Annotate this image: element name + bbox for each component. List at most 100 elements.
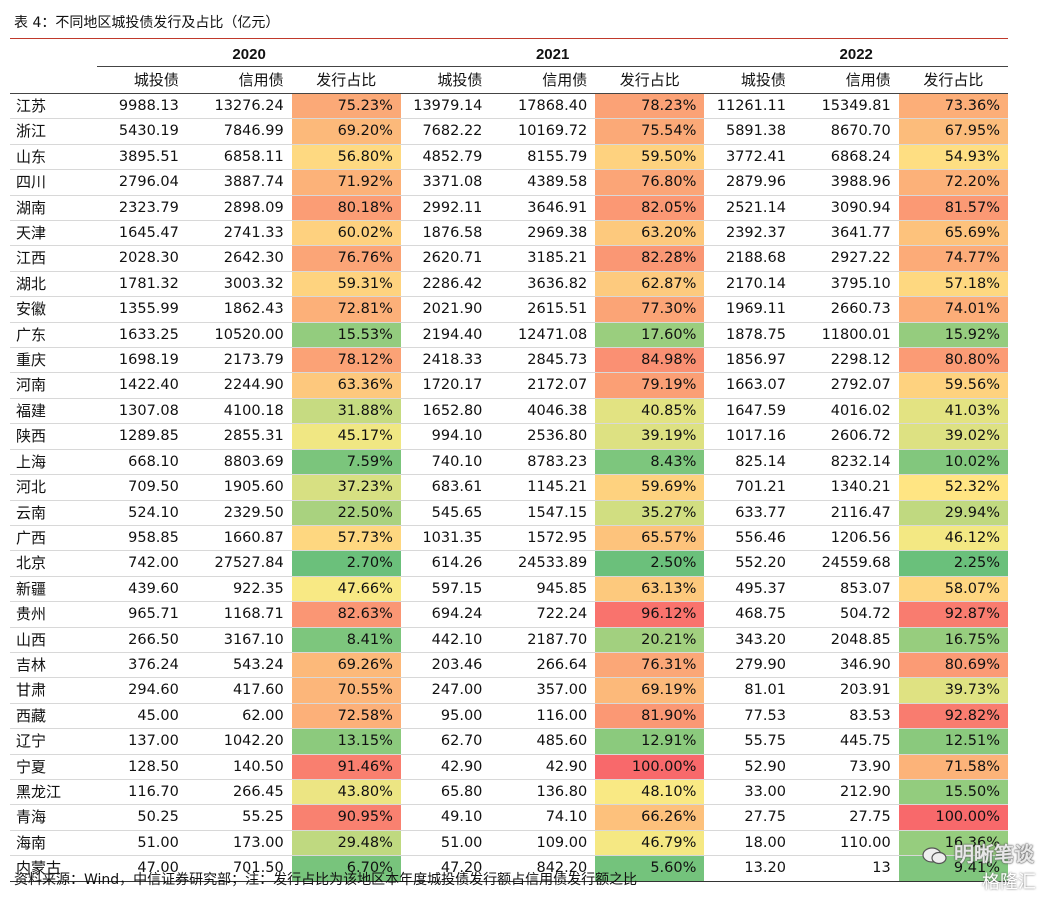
ratio-cell: 76.80%: [595, 169, 705, 196]
chengtou-cell: 2879.96: [725, 174, 786, 191]
chengtou-cell: 7682.22: [422, 123, 483, 140]
credit-cell: 110.00: [840, 834, 891, 851]
table-row: 新疆 439.60 922.35 47.66% 597.15 945.85 63.13% 49…: [10, 576, 1008, 602]
credit-cell: 8232.14: [830, 453, 891, 470]
credit-cell: 4100.18: [223, 402, 284, 419]
credit-cell: 116.00: [536, 707, 588, 724]
credit-cell: 24559.68: [821, 555, 891, 572]
column-header-row: 城投债 信用债 发行占比 城投债 信用债 发行占比 城投债 信用债 发行占比: [10, 66, 1008, 94]
ratio-cell: 16.36%: [898, 830, 1008, 856]
ratio-cell: 78.23%: [595, 93, 705, 119]
table-row: 上海 668.10 8803.69 7.59% 740.10 8783.23 8.43% 82…: [10, 449, 1008, 475]
province-cell: 广东: [16, 325, 47, 344]
province-cell: 海南: [16, 833, 47, 852]
ratio-cell: 77.30%: [595, 296, 705, 323]
ratio-cell: 59.50%: [595, 144, 705, 170]
chengtou-cell: 614.26: [431, 555, 483, 572]
chengtou-cell: 2620.71: [422, 250, 483, 267]
credit-cell: 3185.21: [527, 250, 588, 267]
chengtou-cell: 694.24: [431, 606, 483, 623]
credit-cell: 2536.80: [527, 428, 588, 445]
credit-cell: 2660.73: [830, 301, 891, 318]
table-row: 浙江 5430.19 7846.99 69.20% 7682.22 10169.72 75.…: [10, 118, 1008, 145]
credit-cell: 2615.51: [527, 301, 588, 318]
chengtou-cell: 2028.30: [118, 250, 179, 267]
ratio-cell: 37.23%: [291, 474, 401, 500]
ratio-cell: 72.20%: [898, 169, 1008, 196]
chengtou-cell: 2521.14: [725, 199, 786, 216]
chengtou-cell: 266.50: [128, 631, 179, 648]
province-cell: 湖北: [16, 274, 47, 293]
chengtou-cell: 1663.07: [725, 377, 786, 394]
ratio-cell: 78.12%: [291, 347, 401, 373]
table-row: 广东 1633.25 10520.00 15.53% 2194.40 12471.08 17…: [10, 322, 1008, 348]
credit-cell: 485.60: [536, 733, 588, 750]
table-row: 河北 709.50 1905.60 37.23% 683.61 1145.21 59.69%…: [10, 474, 1008, 500]
credit-cell: 2048.85: [830, 631, 891, 648]
chengtou-cell: 1720.17: [422, 377, 483, 394]
credit-cell: 212.90: [840, 783, 891, 800]
ratio-cell: 8.43%: [595, 449, 705, 475]
ratio-cell: 15.50%: [898, 779, 1008, 805]
col-header-chengtou: 城投债: [400, 66, 491, 94]
credit-cell: 6858.11: [223, 148, 284, 165]
chengtou-cell: 42.90: [440, 758, 483, 775]
ratio-cell: 40.85%: [595, 398, 705, 424]
chengtou-cell: 13979.14: [413, 98, 483, 114]
chengtou-cell: 5430.19: [118, 123, 179, 140]
credit-cell: 140.50: [232, 758, 284, 775]
chengtou-cell: 45.00: [137, 707, 179, 724]
chengtou-cell: 55.75: [744, 733, 786, 750]
col-header-credit: 信用债: [793, 66, 899, 94]
ratio-cell: 57.73%: [291, 525, 401, 551]
chengtou-cell: 50.25: [137, 809, 179, 826]
table-row: 辽宁 137.00 1042.20 13.15% 62.70 485.60 12.91% 55…: [10, 728, 1008, 755]
credit-cell: 3003.32: [223, 275, 284, 292]
chengtou-cell: 468.75: [735, 606, 786, 623]
ratio-cell: 100.00%: [595, 754, 705, 780]
chengtou-cell: 49.10: [440, 809, 483, 826]
table-row: 青海 50.25 55.25 90.95% 49.10 74.10 66.26% 27.75 2…: [10, 804, 1008, 831]
credit-cell: 504.72: [840, 606, 891, 623]
chengtou-cell: 597.15: [431, 580, 483, 597]
watermark-text: 明晰笔谈: [954, 842, 1034, 866]
ratio-cell: 43.80%: [291, 779, 401, 805]
ratio-cell: 47.66%: [291, 576, 401, 602]
credit-cell: 27527.84: [214, 555, 284, 572]
chengtou-cell: 742.00: [128, 555, 179, 572]
credit-cell: 701.50: [232, 860, 284, 877]
credit-cell: 13: [872, 860, 891, 877]
ratio-cell: 12.51%: [898, 728, 1008, 755]
credit-cell: 2927.22: [830, 250, 891, 267]
year-2022: 2022: [704, 44, 1008, 67]
chengtou-cell: 3371.08: [422, 174, 483, 191]
chengtou-cell: 1422.40: [118, 377, 179, 394]
credit-cell: 2329.50: [223, 504, 284, 521]
credit-cell: 10169.72: [518, 123, 588, 140]
ratio-cell: 91.46%: [291, 754, 401, 780]
chengtou-cell: 825.14: [735, 453, 786, 470]
province-cell: 辽宁: [16, 732, 47, 751]
col-header-chengtou: 城投债: [97, 66, 187, 94]
chengtou-cell: 1289.85: [118, 428, 179, 445]
credit-cell: 266.64: [536, 656, 588, 673]
chengtou-cell: 442.10: [431, 631, 483, 648]
ratio-cell: 63.13%: [595, 576, 705, 602]
chengtou-cell: 52.90: [744, 758, 786, 775]
credit-cell: 2606.72: [830, 428, 891, 445]
chengtou-cell: 2170.14: [725, 275, 786, 292]
table-row: 江苏 9988.13 13276.24 75.23% 13979.14 17868.40 7…: [10, 93, 1008, 119]
chengtou-cell: 5891.38: [725, 123, 786, 140]
ratio-cell: 69.20%: [291, 118, 401, 145]
ratio-cell: 13.15%: [291, 728, 401, 755]
credit-cell: 2792.07: [830, 377, 891, 394]
ratio-cell: 80.69%: [898, 652, 1008, 678]
chengtou-cell: 1355.99: [118, 301, 179, 318]
chengtou-cell: 633.77: [735, 504, 786, 521]
ratio-cell: 46.79%: [595, 830, 705, 856]
chengtou-cell: 294.60: [128, 682, 179, 699]
chengtou-cell: 1652.80: [422, 402, 483, 419]
chengtou-cell: 81.01: [744, 682, 786, 699]
credit-cell: 1206.56: [830, 529, 891, 546]
credit-cell: 543.24: [232, 656, 284, 673]
